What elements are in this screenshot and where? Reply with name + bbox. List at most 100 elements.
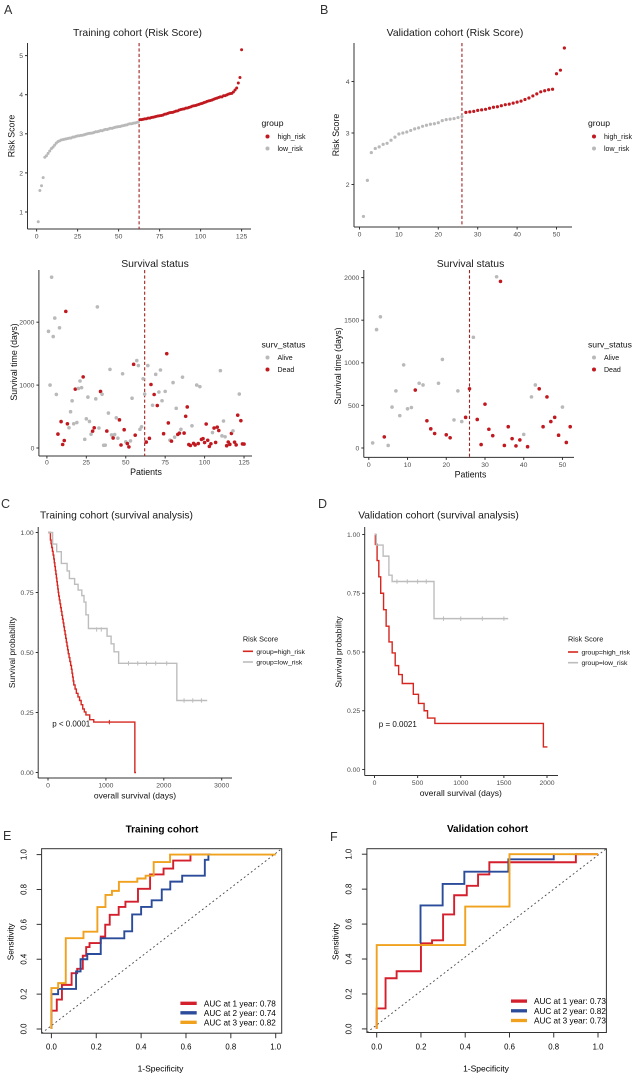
svg-text:3000: 3000	[214, 783, 229, 790]
svg-text:30: 30	[474, 232, 482, 239]
svg-text:4: 4	[346, 79, 350, 86]
svg-text:500: 500	[348, 403, 360, 410]
svg-text:3: 3	[19, 131, 23, 138]
svg-text:0.4: 0.4	[345, 953, 354, 965]
svg-text:Risk Score: Risk Score	[243, 635, 278, 644]
svg-text:Training cohort (Risk Score): Training cohort (Risk Score)	[73, 28, 202, 39]
svg-text:0: 0	[35, 234, 39, 241]
svg-text:AUC at 1 year: 0.78: AUC at 1 year: 0.78	[204, 999, 276, 1008]
svg-text:0.2: 0.2	[345, 989, 354, 1000]
svg-text:1.00: 1.00	[20, 530, 33, 537]
svg-text:Sensitivity: Sensitivity	[332, 922, 341, 960]
svg-text:1000: 1000	[453, 780, 468, 787]
svg-text:AUC at 3 year: 0.73: AUC at 3 year: 0.73	[534, 1017, 606, 1026]
svg-text:0.8: 0.8	[225, 1043, 236, 1052]
svg-text:0: 0	[31, 445, 35, 452]
svg-text:40: 40	[513, 232, 521, 239]
svg-text:0.75: 0.75	[347, 591, 360, 598]
svg-text:2: 2	[346, 182, 350, 189]
svg-text:Survival probability: Survival probability	[7, 616, 17, 688]
svg-text:100: 100	[199, 460, 211, 467]
svg-text:Validation cohort (survival an: Validation cohort (survival analysis)	[358, 511, 519, 522]
svg-text:E: E	[3, 829, 11, 843]
svg-text:B: B	[320, 3, 328, 17]
svg-text:Validation cohort: Validation cohort	[447, 824, 529, 835]
svg-text:1.0: 1.0	[270, 1043, 282, 1052]
svg-text:1-Specificity: 1-Specificity	[138, 1063, 185, 1073]
svg-text:F: F	[330, 830, 338, 844]
svg-text:0.8: 0.8	[20, 884, 29, 895]
svg-text:group=low_risk: group=low_risk	[582, 660, 629, 667]
svg-text:AUC at 3 year: 0.82: AUC at 3 year: 0.82	[204, 1018, 276, 1027]
svg-text:0.4: 0.4	[136, 1043, 148, 1052]
svg-text:0.4: 0.4	[460, 1043, 472, 1052]
svg-text:25: 25	[83, 460, 91, 467]
svg-text:surv_status: surv_status	[262, 340, 306, 350]
svg-text:Validation cohort (Risk Score): Validation cohort (Risk Score)	[387, 28, 524, 39]
svg-text:surv_status: surv_status	[588, 340, 632, 350]
svg-text:Training cohort (survival anal: Training cohort (survival analysis)	[40, 511, 193, 522]
svg-text:0.2: 0.2	[416, 1043, 427, 1052]
svg-text:overall survival (days): overall survival (days)	[420, 788, 502, 798]
svg-text:0.0: 0.0	[371, 1043, 383, 1052]
svg-text:group: group	[262, 118, 284, 128]
svg-text:0.6: 0.6	[345, 919, 354, 930]
svg-text:10: 10	[395, 232, 403, 239]
svg-text:group=high_risk: group=high_risk	[582, 650, 631, 657]
svg-text:1500: 1500	[344, 318, 359, 325]
svg-text:20: 20	[435, 232, 443, 239]
svg-text:0.0: 0.0	[46, 1043, 58, 1052]
svg-text:0.6: 0.6	[181, 1043, 192, 1052]
svg-text:1.00: 1.00	[347, 532, 360, 539]
svg-text:0.50: 0.50	[20, 650, 33, 657]
svg-text:Survival time (days): Survival time (days)	[9, 323, 19, 400]
svg-text:AUC at 1 year: 0.73: AUC at 1 year: 0.73	[534, 997, 606, 1006]
svg-text:5: 5	[19, 53, 23, 60]
svg-text:0.8: 0.8	[345, 884, 354, 895]
svg-text:Patients: Patients	[455, 469, 487, 479]
svg-text:1000: 1000	[344, 360, 359, 367]
svg-text:2000: 2000	[539, 780, 554, 787]
svg-text:0.50: 0.50	[347, 649, 360, 656]
svg-text:50: 50	[553, 232, 561, 239]
svg-text:20: 20	[443, 462, 451, 469]
svg-text:low_risk: low_risk	[604, 146, 630, 153]
svg-text:p = 0.0021: p = 0.0021	[379, 720, 418, 729]
svg-text:0.25: 0.25	[20, 710, 33, 717]
svg-text:Training cohort: Training cohort	[126, 825, 199, 836]
svg-text:125: 125	[238, 460, 250, 467]
svg-text:0.2: 0.2	[91, 1043, 102, 1052]
svg-text:A: A	[4, 3, 13, 17]
svg-text:4: 4	[19, 92, 23, 99]
svg-text:group=high_risk: group=high_risk	[256, 649, 305, 656]
svg-text:0: 0	[373, 780, 377, 787]
svg-text:0.75: 0.75	[20, 590, 33, 597]
svg-text:AUC at 2 year: 0.82: AUC at 2 year: 0.82	[534, 1007, 606, 1016]
svg-text:0.25: 0.25	[347, 708, 360, 715]
svg-text:Risk Score: Risk Score	[7, 115, 17, 158]
svg-text:0.2: 0.2	[20, 989, 29, 1000]
svg-text:0: 0	[358, 232, 362, 239]
svg-text:1000: 1000	[98, 783, 113, 790]
svg-text:100: 100	[195, 234, 207, 241]
svg-text:30: 30	[481, 462, 489, 469]
svg-text:C: C	[1, 497, 10, 511]
svg-text:0.6: 0.6	[504, 1043, 515, 1052]
svg-text:Survival status: Survival status	[121, 259, 189, 270]
svg-text:2000: 2000	[19, 320, 34, 327]
svg-text:2: 2	[19, 170, 23, 177]
svg-text:Alive: Alive	[604, 355, 619, 362]
svg-text:AUC at 2 year: 0.74: AUC at 2 year: 0.74	[204, 1009, 276, 1018]
svg-text:0.0: 0.0	[20, 1023, 29, 1035]
svg-text:50: 50	[559, 462, 567, 469]
svg-text:1.0: 1.0	[345, 848, 354, 860]
svg-text:0: 0	[356, 445, 360, 452]
svg-text:3: 3	[346, 130, 350, 137]
svg-text:Risk Score: Risk Score	[331, 114, 341, 157]
svg-text:overall survival (days): overall survival (days)	[94, 791, 176, 801]
svg-text:50: 50	[115, 234, 123, 241]
svg-text:1.0: 1.0	[593, 1043, 605, 1052]
svg-text:0.00: 0.00	[20, 770, 33, 777]
svg-text:1.0: 1.0	[20, 849, 29, 861]
svg-text:50: 50	[122, 460, 130, 467]
